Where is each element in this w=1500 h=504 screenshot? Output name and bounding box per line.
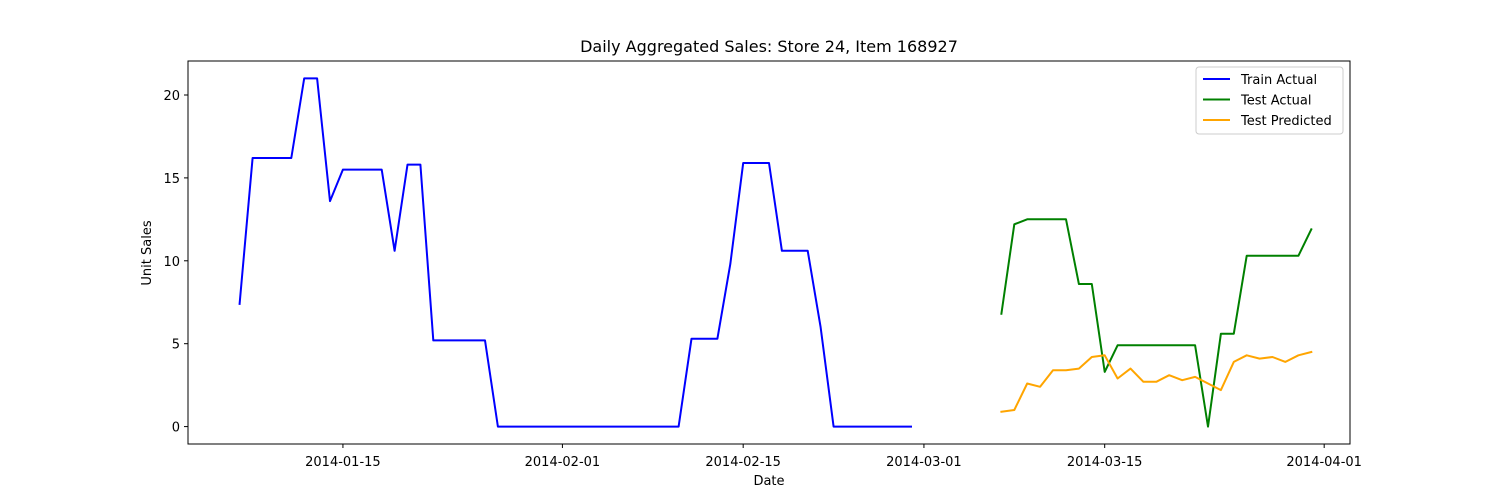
x-axis: 2014-01-15 2014-02-01 2014-02-15 2014-03-01… [305, 444, 1362, 470]
plot-frame [187, 60, 1351, 445]
y-tick-label: 15 [163, 172, 180, 187]
legend-label-test-actual: Test Actual [1240, 94, 1311, 109]
legend-label-test-predicted: Test Predicted [1240, 114, 1332, 129]
y-tick-label: 10 [163, 255, 180, 270]
x-axis-label: Date [753, 474, 784, 489]
x-tick-label: 2014-02-15 [705, 455, 781, 470]
y-tick-label: 5 [172, 338, 180, 353]
chart-title: Daily Aggregated Sales: Store 24, Item 1… [580, 37, 958, 56]
legend-box [1195, 66, 1344, 135]
series-layer [238, 77, 1313, 428]
x-tick-label: 2014-03-01 [886, 455, 962, 470]
x-tick-label: 2014-04-01 [1286, 455, 1362, 470]
y-tick-label: 20 [163, 89, 180, 104]
series-line-train-actual [238, 77, 912, 428]
y-tick-label: 0 [172, 421, 180, 436]
series-line-test-predicted [1000, 350, 1313, 413]
x-tick-label: 2014-03-15 [1067, 455, 1143, 470]
x-tick-label: 2014-02-01 [525, 455, 601, 470]
x-tick-label: 2014-01-15 [305, 455, 381, 470]
y-axis: 0 5 10 15 20 [163, 89, 188, 436]
legend-label-train-actual: Train Actual [1240, 73, 1317, 88]
y-axis-label: Unit Sales [140, 220, 155, 285]
legend: Train Actual Test Actual Test Predicted [1195, 66, 1344, 135]
series-line-test-actual [1000, 218, 1313, 428]
